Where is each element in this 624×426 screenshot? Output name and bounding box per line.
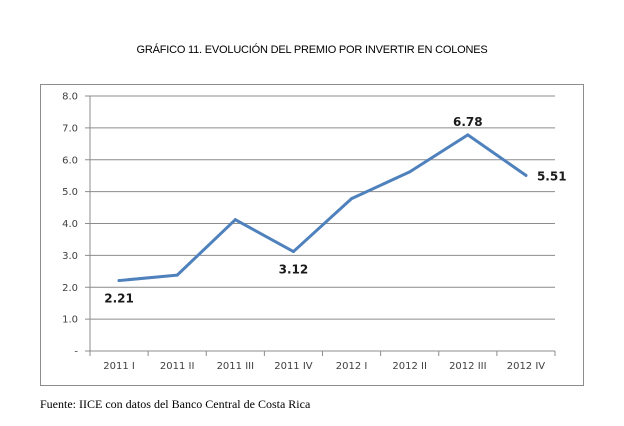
data-point xyxy=(350,197,354,201)
y-tick-label: - xyxy=(74,347,78,358)
data-point xyxy=(291,250,295,254)
y-tick-label: 8.0 xyxy=(62,92,78,103)
data-point xyxy=(466,133,470,137)
data-label: 5.51 xyxy=(537,169,567,183)
chart-title: GRÁFICO 11. EVOLUCIÓN DEL PREMIO POR INV… xyxy=(136,44,488,56)
y-tick-label: 2.0 xyxy=(62,283,78,294)
y-tick-label: 5.0 xyxy=(62,187,78,198)
data-point xyxy=(408,170,412,174)
data-label: 2.21 xyxy=(104,292,134,306)
data-point xyxy=(175,273,179,277)
x-tick-label: 2012 III xyxy=(449,361,486,372)
x-tick-label: 2011 I xyxy=(103,361,135,372)
data-label: 3.12 xyxy=(279,263,309,277)
y-tick-label: 4.0 xyxy=(62,219,78,230)
x-tick-label: 2012 IV xyxy=(507,361,546,372)
x-tick-label: 2012 II xyxy=(392,361,427,372)
x-tick-label: 2011 IV xyxy=(274,361,313,372)
data-point xyxy=(233,218,237,222)
y-tick-label: 1.0 xyxy=(62,315,78,326)
y-tick-label: 3.0 xyxy=(62,251,78,262)
x-tick-label: 2011 II xyxy=(160,361,195,372)
data-label: 6.78 xyxy=(453,115,483,129)
x-tick-label: 2011 III xyxy=(217,361,254,372)
x-tick-label: 2012 I xyxy=(336,361,368,372)
y-tick-label: 7.0 xyxy=(62,123,78,134)
series-line xyxy=(117,133,528,283)
source-note: Fuente: IICE con datos del Banco Central… xyxy=(40,397,311,411)
y-tick-label: 6.0 xyxy=(62,155,78,166)
data-point xyxy=(117,279,121,283)
data-point xyxy=(524,173,528,177)
